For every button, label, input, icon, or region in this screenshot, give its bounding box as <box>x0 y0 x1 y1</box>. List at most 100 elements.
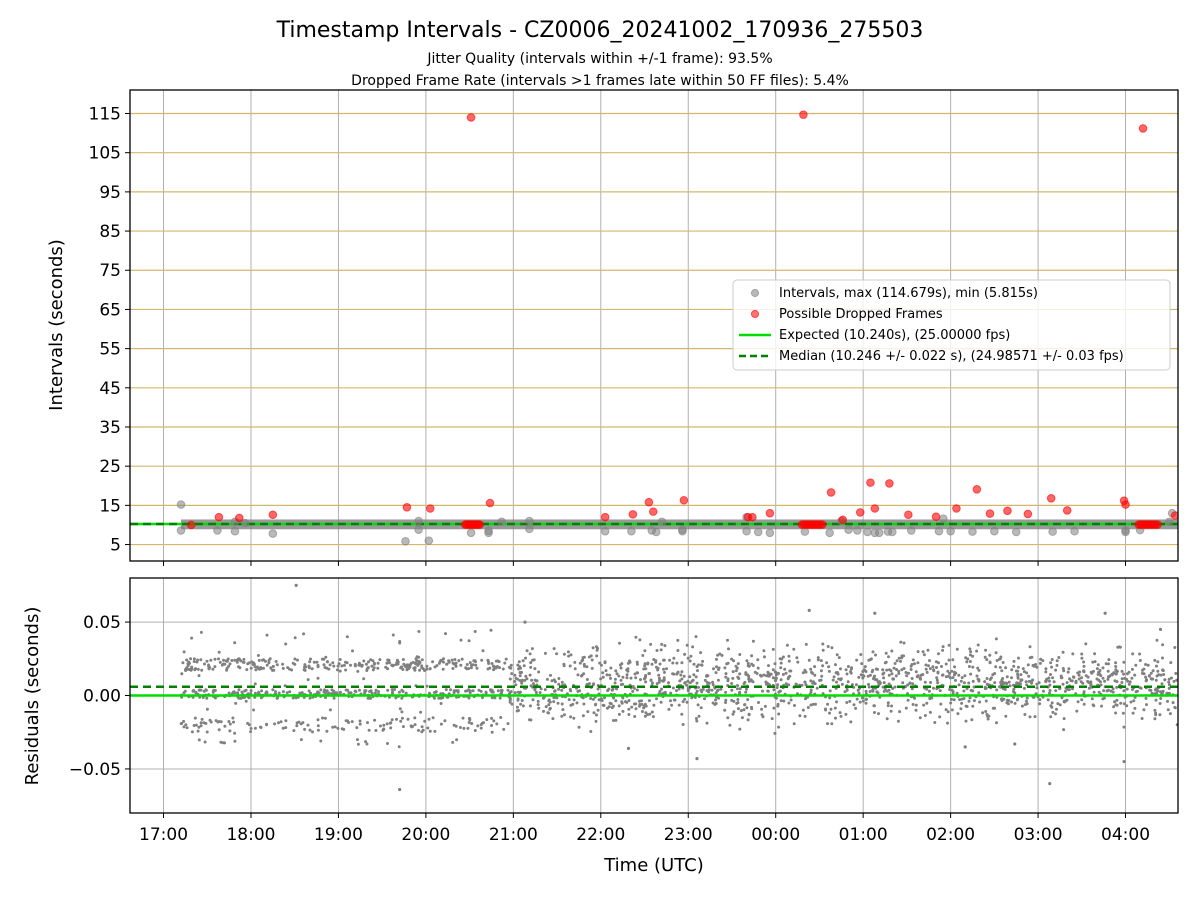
residual-point <box>492 664 496 668</box>
residual-point <box>716 653 720 657</box>
residual-point <box>975 649 979 653</box>
residual-point <box>739 709 743 713</box>
residual-point <box>663 670 666 674</box>
residual-point <box>271 688 275 692</box>
residual-point <box>711 683 715 687</box>
residual-point <box>1080 656 1084 660</box>
residual-point <box>199 724 203 728</box>
residual-point <box>1022 670 1026 674</box>
residual-point <box>828 689 832 693</box>
residual-point <box>738 653 742 656</box>
residual-point <box>685 683 689 687</box>
residual-point <box>1134 690 1138 694</box>
residual-point <box>985 658 989 662</box>
residual-point <box>994 651 998 655</box>
dropped-point <box>1003 506 1012 516</box>
residual-point <box>1031 663 1035 667</box>
dropped-point <box>466 113 476 122</box>
residual-point <box>1024 699 1028 703</box>
residual-point <box>312 660 316 664</box>
residual-point <box>715 665 718 669</box>
residual-point <box>634 702 638 706</box>
residual-point <box>907 671 910 675</box>
residual-point <box>1055 659 1059 663</box>
residual-point <box>439 702 443 705</box>
residual-point <box>899 659 902 663</box>
residual-point <box>205 707 209 711</box>
residual-point <box>644 667 648 671</box>
residual-point <box>1056 702 1060 706</box>
residual-point <box>773 662 777 666</box>
residual-point <box>1107 675 1111 679</box>
residual-point <box>377 690 380 694</box>
residual-point <box>185 658 189 662</box>
residual-point <box>977 691 981 695</box>
residual-point <box>476 724 480 728</box>
x-tick-label-2: 19:00 <box>314 825 363 845</box>
residual-point <box>451 661 455 665</box>
interval-point <box>497 517 506 527</box>
dropped-point <box>648 507 658 516</box>
residual-point <box>1090 697 1094 701</box>
residual-point <box>551 717 555 721</box>
residual-point <box>370 691 374 695</box>
residual-point <box>640 710 644 713</box>
residual-point <box>490 696 494 700</box>
residual-point <box>223 741 226 745</box>
residual-point <box>1082 702 1086 706</box>
residual-point <box>1093 660 1097 664</box>
residual-point <box>1131 711 1135 715</box>
interval-point <box>525 524 534 534</box>
residual-point <box>427 717 431 721</box>
residual-point <box>695 719 699 723</box>
residual-point <box>736 707 740 711</box>
residual-point <box>1028 715 1032 719</box>
residual-point <box>1144 696 1148 700</box>
residual-point <box>369 658 373 662</box>
residual-point <box>646 713 650 717</box>
residual-point <box>293 636 297 640</box>
residual-point <box>993 681 997 685</box>
residual-point <box>1122 660 1126 664</box>
residual-point <box>1027 674 1031 678</box>
residual-point <box>1172 679 1176 683</box>
residual-point <box>199 721 203 725</box>
residual-point <box>844 712 848 716</box>
residual-point <box>553 680 557 684</box>
residual-point <box>459 663 463 667</box>
residual-point <box>830 722 834 726</box>
interval-point <box>414 525 423 534</box>
residual-point <box>1084 642 1088 646</box>
residual-point <box>358 722 362 726</box>
intervals-ytick-label-10: 105 <box>89 144 121 164</box>
residual-point <box>1119 701 1123 705</box>
residual-point <box>885 717 889 721</box>
residual-point <box>319 739 323 743</box>
residual-point <box>493 696 497 700</box>
residual-point <box>772 688 776 692</box>
residual-point <box>701 687 705 691</box>
interval-point <box>600 526 610 536</box>
residual-point <box>620 701 624 705</box>
residual-point <box>1031 678 1035 682</box>
residual-point <box>995 659 999 662</box>
residual-point <box>1131 652 1135 656</box>
residual-point <box>480 658 484 662</box>
residual-point <box>1098 669 1102 672</box>
residual-point <box>517 667 521 671</box>
intervals-axes-frame <box>129 89 1179 562</box>
residual-point <box>657 673 661 677</box>
residual-point <box>944 662 948 666</box>
residual-point <box>528 652 532 656</box>
residual-point <box>1112 705 1116 709</box>
residual-point <box>711 701 715 705</box>
residual-point <box>590 658 594 662</box>
residual-point <box>308 728 312 732</box>
residual-point <box>1011 690 1015 693</box>
residual-point <box>458 726 462 729</box>
interval-point <box>651 527 661 537</box>
residual-point <box>595 648 599 652</box>
residual-point <box>222 658 225 662</box>
residual-point <box>475 666 479 670</box>
residual-point <box>510 702 514 706</box>
